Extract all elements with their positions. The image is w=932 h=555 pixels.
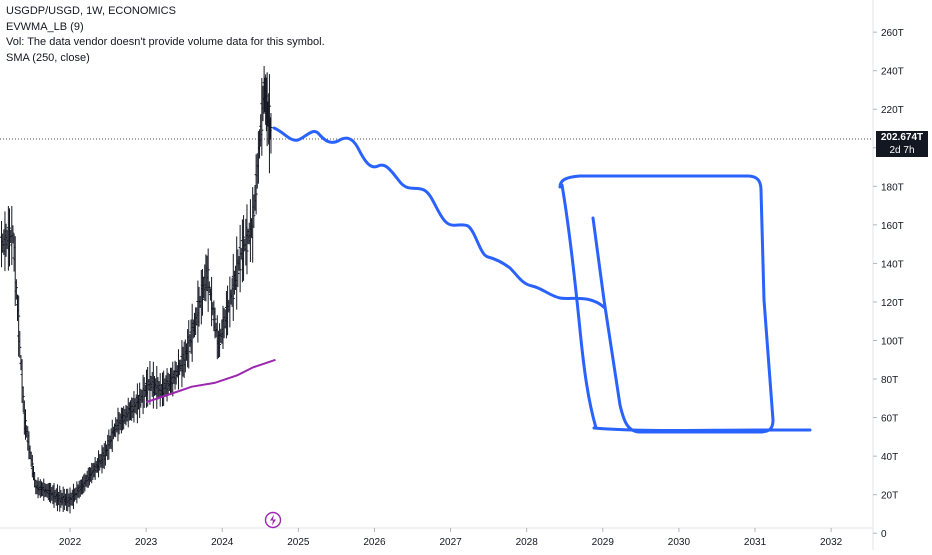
x-tick-label: 2030 (668, 537, 691, 548)
x-tick-label: 2029 (592, 537, 615, 548)
y-tick-label: 140T (881, 259, 904, 270)
x-tick-label: 2025 (287, 537, 310, 548)
x-tick-label: 2022 (59, 537, 82, 548)
x-tick-label: 2028 (516, 537, 539, 548)
bar-countdown: 2d 7h (889, 145, 915, 156)
x-tick-label: 2032 (820, 537, 843, 548)
x-tick-label: 2031 (744, 537, 767, 548)
legend-volume[interactable]: Vol: The data vendor doesn't provide vol… (6, 36, 325, 48)
x-tick-label: 2023 (135, 537, 158, 548)
legend-sma[interactable]: SMA (250, close) (6, 51, 90, 64)
last-price-label: 202.674T 2d 7h (876, 131, 928, 157)
legend-symbol[interactable]: USGDP/USGD, 1W, ECONOMICS (6, 5, 176, 17)
projection-curve[interactable] (272, 126, 607, 310)
lightning-icon[interactable] (264, 511, 282, 529)
y-tick-label: 60T (881, 414, 898, 425)
last-price-value: 202.674T (880, 132, 924, 143)
y-tick-label: 80T (881, 375, 898, 386)
y-tick-label: 240T (881, 67, 904, 78)
projection-box[interactable] (558, 174, 775, 434)
x-tick-label: 2026 (363, 537, 386, 548)
y-tick-label: 220T (881, 105, 904, 116)
projection-baseline[interactable] (592, 426, 812, 432)
x-tick-label: 2027 (439, 537, 462, 548)
y-tick-label: 260T (881, 28, 904, 39)
y-tick-label: 20T (881, 491, 898, 502)
chart-legend: USGDP/USGD, 1W, ECONOMICS EVWMA_LB (9) V… (6, 4, 325, 66)
y-tick-label: 0 (881, 529, 887, 540)
sma-line (145, 358, 276, 404)
y-tick-label: 160T (881, 221, 904, 232)
user-drawing[interactable] (272, 126, 812, 434)
x-tick-label: 2024 (211, 537, 234, 548)
projection-stroke-left[interactable] (560, 183, 598, 430)
y-tick-label: 180T (881, 182, 904, 193)
legend-evwma[interactable]: EVWMA_LB (9) (6, 20, 84, 33)
y-tick-label: 40T (881, 452, 898, 463)
y-tick-label: 100T (881, 336, 904, 347)
y-tick-label: 120T (881, 298, 904, 309)
